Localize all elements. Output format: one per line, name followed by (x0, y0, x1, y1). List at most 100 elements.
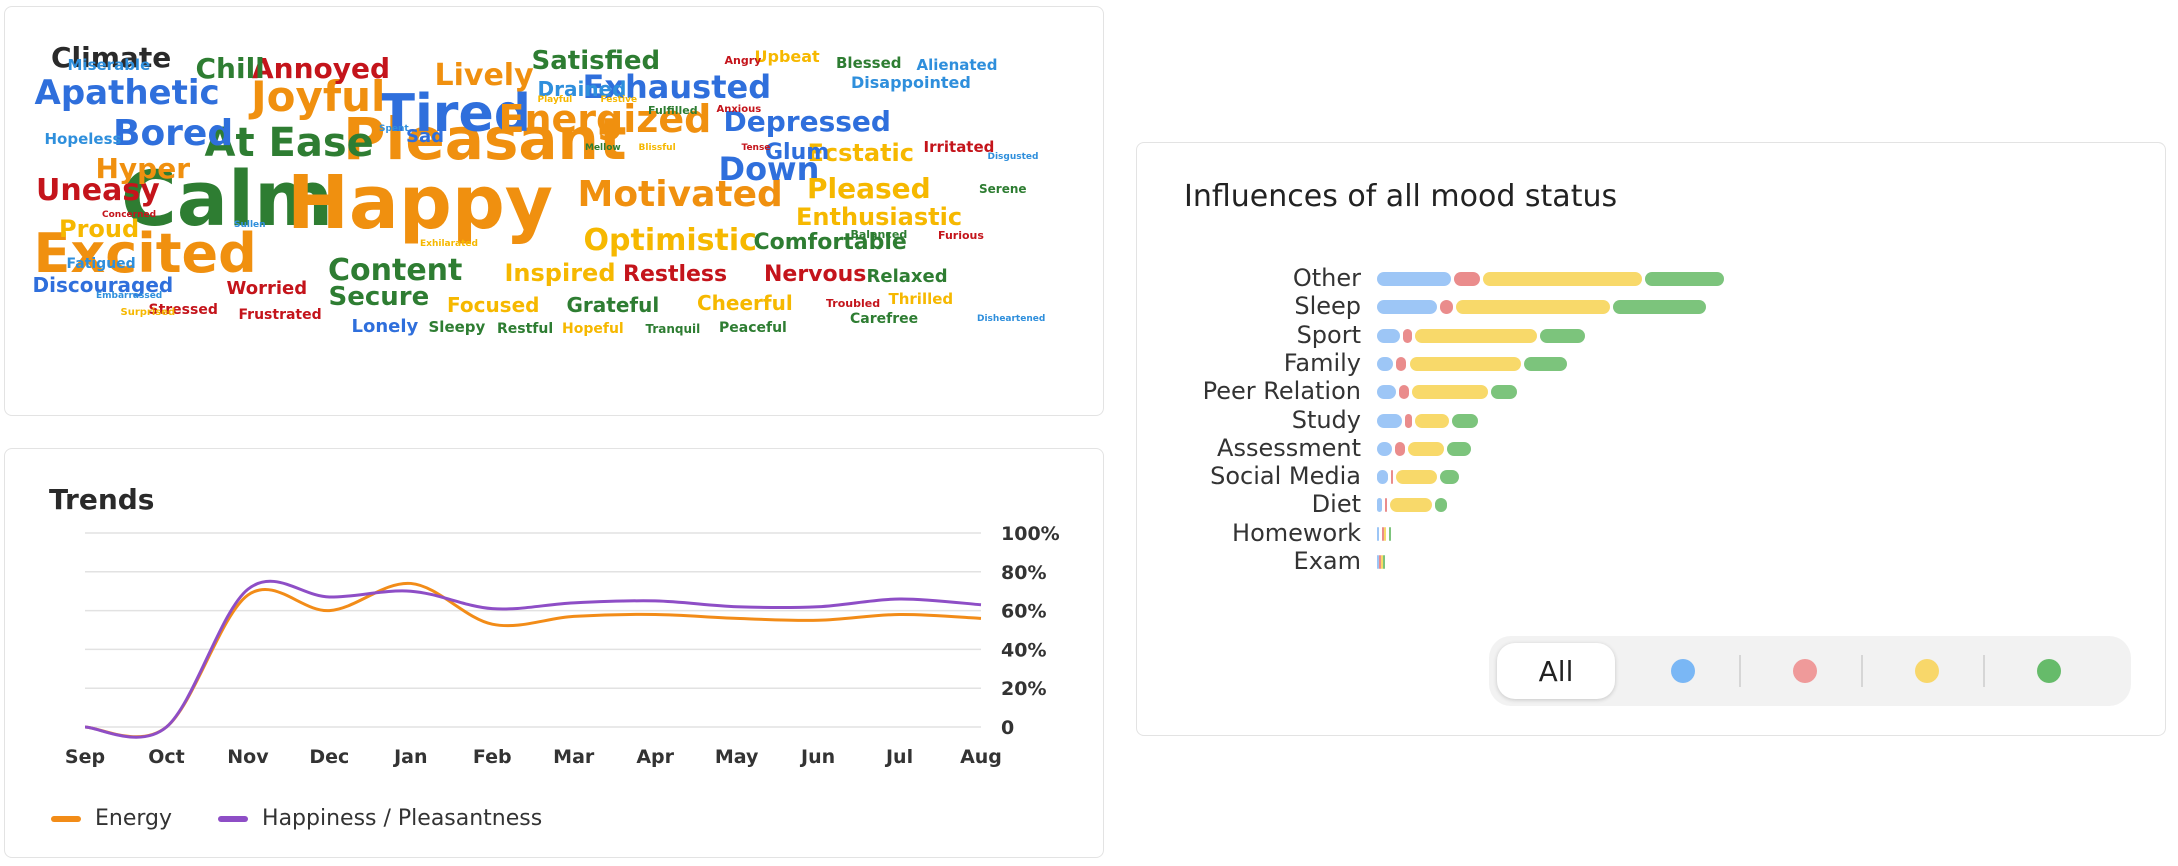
mood-word: Bored (113, 113, 234, 154)
influence-bar-segment-red[interactable] (1382, 526, 1385, 541)
mood-filter-bar: All (1489, 636, 2131, 706)
influences-bar-chart: Other Sleep Sport Family Peer Relation Study A… (1137, 143, 2167, 583)
influence-bar-segment-blue[interactable] (1377, 470, 1388, 485)
influence-bar-segment-yellow[interactable] (1414, 328, 1537, 343)
influence-bar-segment-blue[interactable] (1377, 328, 1401, 343)
influence-bar-segment-green[interactable] (1451, 413, 1479, 428)
influence-category-label: Family (1283, 348, 1361, 377)
influence-bar-segment-green[interactable] (1539, 328, 1586, 343)
filter-yellow-button[interactable] (1915, 659, 1939, 683)
y-tick-label: 80% (1001, 562, 1046, 584)
mood-word: Surprised (120, 307, 176, 318)
mood-word: Balanced (850, 227, 908, 241)
influence-bar-segment-yellow[interactable] (1395, 470, 1438, 485)
mood-word: Content (328, 253, 463, 288)
mood-word: Proud (59, 215, 140, 243)
influence-category-label: Study (1291, 405, 1361, 434)
influence-bar-segment-blue[interactable] (1377, 356, 1393, 371)
influence-bar-segment-green[interactable] (1383, 555, 1385, 569)
mood-word: Drained (537, 77, 627, 101)
mood-word: Down (718, 150, 820, 188)
mood-word: Tranquil (645, 322, 701, 336)
influence-bar-segment-red[interactable] (1403, 328, 1412, 343)
influence-bar-segment-yellow[interactable] (1390, 498, 1432, 513)
influence-bar-segment-red[interactable] (1399, 385, 1409, 400)
influence-bar-segment-green[interactable] (1490, 385, 1518, 400)
x-tick-label: Jul (884, 746, 913, 768)
mood-word: Grateful (566, 293, 660, 317)
mood-word: Exhausted (582, 68, 772, 106)
mood-word: Focused (447, 293, 540, 317)
influence-bar-segment-red[interactable] (1454, 272, 1480, 286)
influence-bar-segment-yellow[interactable] (1411, 385, 1488, 400)
influence-bar-segment-red[interactable] (1440, 300, 1454, 315)
mood-word: Motivated (577, 174, 783, 215)
mood-word: Miserable (67, 55, 151, 74)
word-cloud: Calm Happy Pleasant Excited Tired At Ease Joyf… (5, 7, 1105, 417)
influences-card: Influences of all mood status Other Sleep… (1136, 142, 2166, 736)
y-tick-label: 60% (1001, 601, 1046, 623)
mood-word: Frustrated (238, 307, 322, 323)
influence-bar-segment-green[interactable] (1523, 356, 1568, 371)
mood-word: Happy (287, 160, 554, 246)
mood-word: Inspired (504, 259, 616, 287)
mood-word: Lively (434, 58, 534, 93)
mood-word: Disappointed (851, 73, 971, 92)
mood-word: Restful (497, 321, 554, 337)
mood-word: Apathetic (34, 73, 220, 113)
influence-bar-segment-green[interactable] (1447, 441, 1471, 456)
influence-bar-segment-yellow[interactable] (1381, 555, 1383, 569)
filter-separator (1739, 655, 1741, 687)
influence-bar-segment-blue[interactable] (1377, 555, 1379, 569)
influence-bar-segment-yellow[interactable] (1414, 413, 1449, 428)
energy-legend-swatch (51, 815, 81, 822)
influence-bar-segment-red[interactable] (1390, 470, 1393, 485)
mood-word: Hyper (95, 152, 191, 185)
filter-green-button[interactable] (2037, 659, 2061, 683)
influence-bar-segment-green[interactable] (1644, 272, 1725, 286)
x-tick-label: Apr (636, 746, 674, 768)
influence-category-label: Exam (1293, 547, 1361, 575)
mood-word: Disheartened (977, 313, 1046, 324)
mood-word: Pleased (807, 172, 931, 205)
happiness-legend-label: Happiness / Pleasantness (262, 806, 543, 831)
influence-bar-segment-yellow[interactable] (1456, 300, 1610, 315)
influence-category-label: Sleep (1294, 292, 1361, 321)
influence-bar-segment-blue[interactable] (1377, 385, 1397, 400)
influence-bar-segment-red[interactable] (1395, 356, 1407, 371)
influence-bar-segment-red[interactable] (1405, 413, 1412, 428)
influence-category-label: Assessment (1217, 433, 1361, 462)
influence-bar-segment-green[interactable] (1434, 498, 1448, 513)
filter-separator (1861, 655, 1863, 687)
influence-bar-segment-blue[interactable] (1377, 300, 1438, 315)
influence-category-label: Sport (1296, 320, 1361, 349)
influence-bar-segment-yellow[interactable] (1408, 441, 1445, 456)
mood-word: Depressed (723, 105, 891, 138)
influence-bar-segment-blue[interactable] (1377, 441, 1392, 456)
mood-word: Relaxed (866, 266, 948, 287)
filter-red-button[interactable] (1793, 659, 1817, 683)
mood-word: Tense (741, 142, 771, 153)
influence-bar-segment-yellow[interactable] (1482, 272, 1642, 286)
energy-line (84, 581, 982, 739)
influence-bar-segment-green[interactable] (1612, 300, 1707, 315)
influence-bar-segment-yellow[interactable] (1384, 526, 1387, 541)
mood-word: Joyful (251, 72, 386, 121)
influence-bar-segment-blue[interactable] (1377, 272, 1452, 286)
mood-word: Annoyed (252, 52, 391, 85)
influence-bar-segment-blue[interactable] (1377, 413, 1403, 428)
x-tick-label: May (715, 746, 759, 768)
influence-bar-segment-red[interactable] (1394, 441, 1406, 456)
influence-bar-segment-blue[interactable] (1377, 526, 1380, 541)
influence-bar-segment-yellow[interactable] (1409, 356, 1521, 371)
influence-bar-segment-blue[interactable] (1377, 498, 1383, 513)
influence-bar-segment-red[interactable] (1385, 498, 1388, 513)
trends-legend: Energy Happiness / Pleasantness (51, 806, 542, 831)
influence-bar-segment-green[interactable] (1389, 526, 1392, 541)
filter-blue-button[interactable] (1671, 659, 1695, 683)
filter-all-button[interactable]: All (1497, 643, 1615, 699)
influence-bar-segment-red[interactable] (1379, 555, 1381, 569)
mood-word: Playful (537, 94, 573, 105)
influence-bar-segment-green[interactable] (1440, 470, 1460, 485)
influence-category-label: Homework (1232, 518, 1361, 547)
